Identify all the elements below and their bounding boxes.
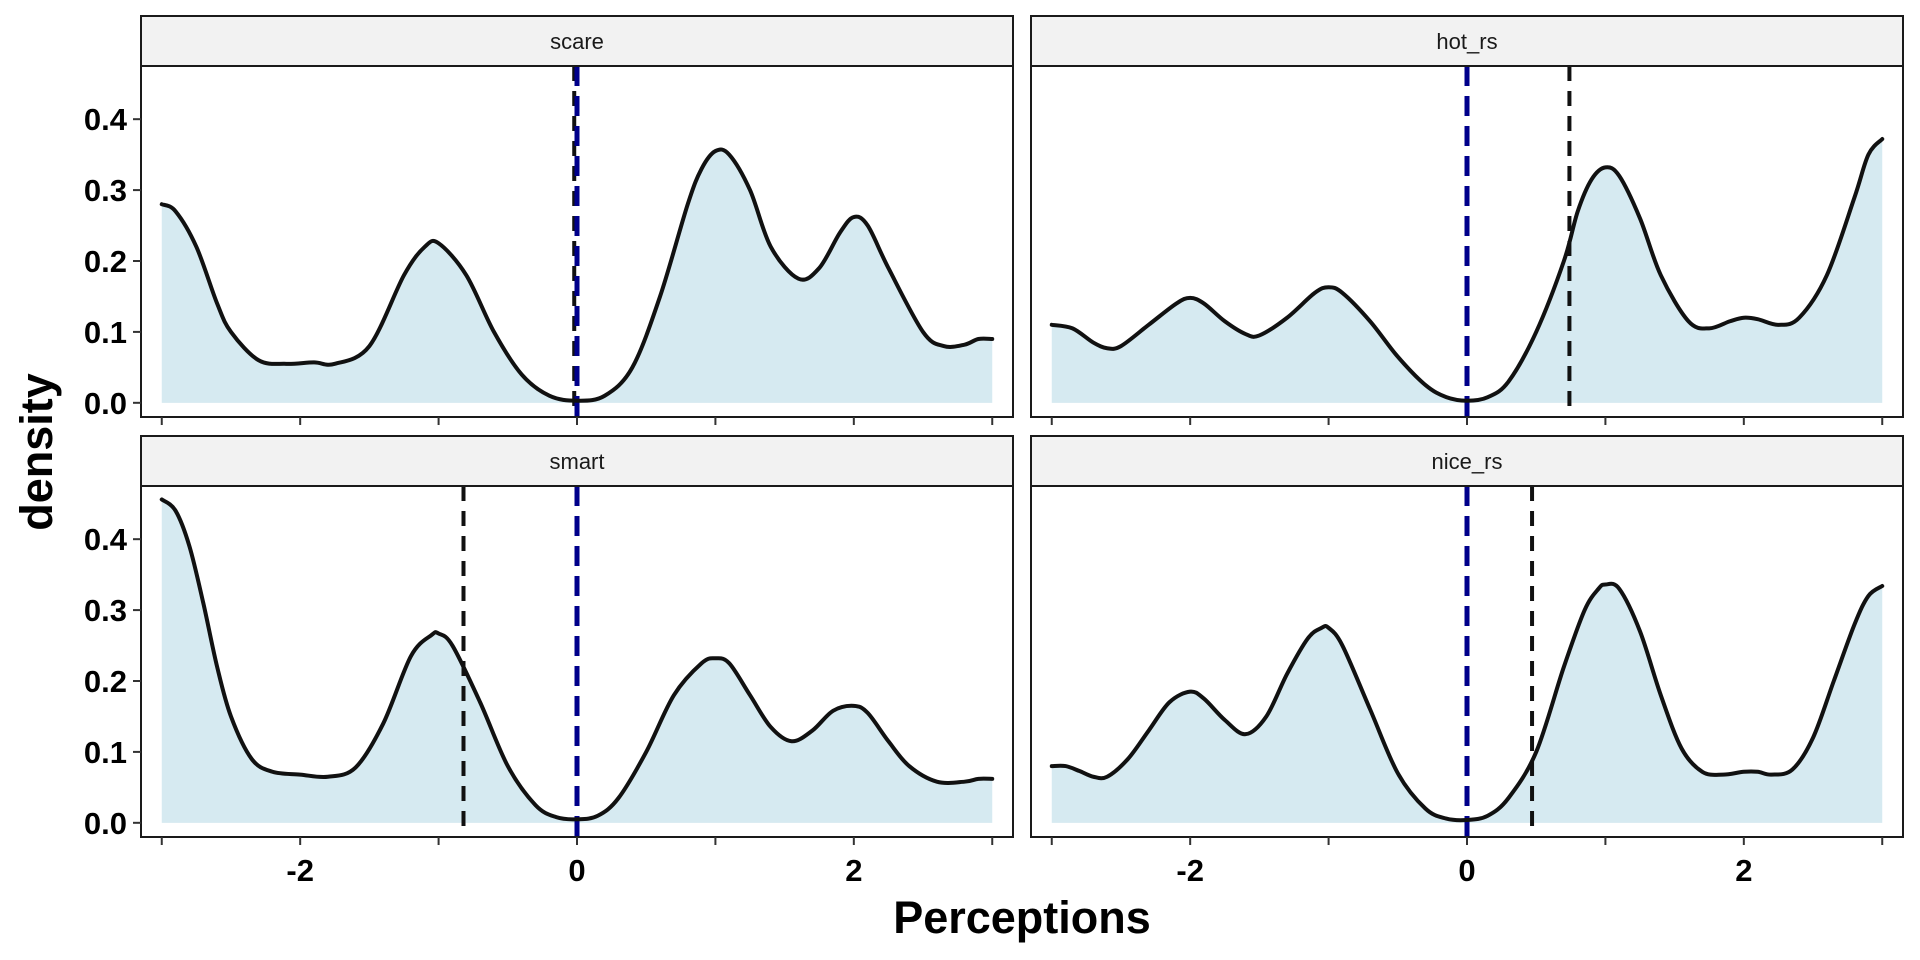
strip-label: scare — [550, 29, 604, 54]
density-fill — [161, 499, 993, 823]
density-curve — [159, 147, 995, 403]
y-axis-title: density — [11, 373, 62, 531]
y-tick-label: 0.0 — [84, 806, 127, 841]
y-tick-label: 0.1 — [84, 735, 127, 770]
y-tick-label: 0.0 — [84, 386, 127, 421]
panel-smart: smart — [140, 435, 1014, 838]
strip-background — [1030, 435, 1904, 487]
x-axis-title: Perceptions — [893, 892, 1151, 943]
y-axis-layer: 0.0 0.1 0.2 0.3 0.4 0.0 0.1 0.2 0.3 0.4 — [84, 102, 141, 841]
strip-label: hot_rs — [1436, 29, 1497, 54]
strip-background — [1030, 15, 1904, 67]
x-tick-label: -2 — [286, 853, 314, 888]
strip-label: smart — [550, 449, 605, 474]
panel-nice-rs: nice_rs — [1030, 435, 1904, 838]
plot-area — [1049, 486, 1885, 837]
y-tick-label: 0.1 — [84, 315, 127, 350]
y-tick-label: 0.3 — [84, 593, 127, 628]
density-fill — [161, 149, 993, 403]
y-tick-label: 0.4 — [84, 102, 128, 137]
y-tick-label: 0.2 — [84, 244, 127, 279]
panel-scare: scare — [140, 15, 1014, 418]
plot-area — [1049, 66, 1885, 417]
strip-background — [140, 15, 1014, 67]
y-tick-label: 0.3 — [84, 173, 127, 208]
strip-background — [140, 435, 1014, 487]
density-fill — [1051, 583, 1883, 823]
y-tick-label: 0.4 — [84, 522, 128, 557]
x-tick-label: -2 — [1176, 853, 1204, 888]
strip-label: nice_rs — [1432, 449, 1503, 474]
x-axis-layer: -2 0 2 -2 0 2 — [160, 417, 1884, 888]
plot-area — [159, 486, 995, 837]
plot-area — [159, 66, 995, 417]
y-tick-label: 0.2 — [84, 664, 127, 699]
density-curve — [1049, 137, 1885, 403]
x-tick-label: 2 — [1735, 853, 1752, 888]
x-tick-label: 0 — [1458, 853, 1475, 888]
density-curve — [159, 497, 995, 822]
density-curve — [1049, 581, 1885, 823]
density-fill — [1051, 139, 1883, 403]
x-tick-label: 2 — [845, 853, 862, 888]
x-tick-label: 0 — [568, 853, 585, 888]
panel-hot-rs: hot_rs — [1030, 15, 1904, 418]
